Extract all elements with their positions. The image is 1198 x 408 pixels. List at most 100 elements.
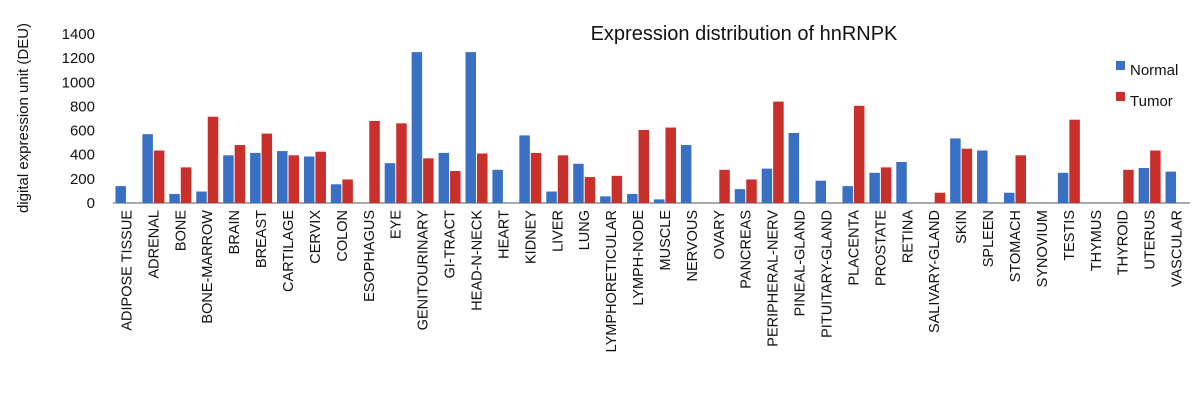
bar-tumor-eye — [396, 123, 407, 203]
x-tick-label: TESTIS — [1062, 210, 1078, 261]
bar-tumor-breast — [261, 133, 273, 203]
y-tick-label: 1000 — [62, 74, 95, 91]
bar-tumor-gi-tract — [450, 171, 461, 203]
bar-tumor-liver — [557, 155, 569, 203]
bar-normal-uterus — [1138, 167, 1150, 203]
bar-tumor-brain — [234, 145, 246, 203]
x-tick-label: PLACENTA — [846, 210, 862, 286]
legend-swatch-normal — [1116, 61, 1125, 70]
x-tick-label: THYMUS — [1089, 210, 1105, 271]
x-tick-label: BONE — [173, 210, 189, 251]
x-tick-label: KIDNEY — [523, 210, 539, 264]
bar-normal-placenta — [842, 186, 853, 203]
bar-tumor-muscle — [665, 127, 676, 203]
x-tick-label: CARTILAGE — [281, 210, 297, 292]
legend: Normal Tumor — [1116, 61, 1178, 110]
x-tick-label: STOMACH — [1008, 210, 1024, 282]
x-tick-label: SALIVARY-GLAND — [927, 210, 943, 333]
x-tick-label: OVARY — [712, 210, 728, 260]
bar-tumor-colon — [342, 179, 353, 203]
bar-tumor-kidney — [530, 152, 542, 203]
bar-normal-genitourinary — [411, 52, 423, 203]
bar-normal-skin — [950, 138, 961, 203]
x-tick-label: EYE — [389, 210, 405, 239]
bar-normal-colon — [330, 184, 342, 203]
y-tick-label: 1200 — [62, 50, 95, 67]
y-tick-label: 400 — [70, 147, 95, 164]
bar-normal-pancreas — [734, 189, 746, 203]
bar-tumor-stomach — [1015, 155, 1026, 203]
x-tick-label: MUSCLE — [658, 210, 674, 271]
bar-tumor-thyroid — [1123, 169, 1134, 203]
bar-normal-vascular — [1165, 171, 1177, 203]
bar-normal-adrenal — [142, 134, 153, 203]
legend-label-tumor: Tumor — [1130, 93, 1173, 110]
bar-tumor-prostate — [880, 167, 892, 203]
x-tick-label: NERVOUS — [685, 210, 701, 281]
y-tick-label: 200 — [70, 171, 95, 188]
bar-normal-prostate — [869, 172, 880, 203]
x-tick-label: RETINA — [900, 210, 916, 264]
x-tick-label: ADIPOSE TISSUE — [119, 210, 135, 331]
bar-tumor-peripheral-nerv — [773, 101, 784, 203]
bar-normal-lymph-node — [627, 193, 638, 203]
bar-normal-stomach — [1003, 192, 1015, 203]
bar-normal-kidney — [519, 135, 530, 203]
y-axis-label: digital expression unit (DEU) — [15, 23, 32, 213]
bar-normal-peripheral-nerv — [761, 168, 773, 203]
bar-tumor-uterus — [1150, 150, 1161, 203]
bar-tumor-genitourinary — [423, 158, 434, 203]
x-tick-label: HEAD-N-NECK — [469, 210, 485, 311]
bar-tumor-salivary-gland — [934, 192, 946, 203]
x-tick-label: GI-TRACT — [443, 210, 459, 279]
bar-normal-heart — [492, 169, 503, 203]
bar-tumor-adrenal — [153, 150, 165, 203]
bar-normal-testis — [1057, 172, 1069, 203]
x-tick-label: LYMPHORETICULAR — [604, 210, 620, 352]
legend-swatch-tumor — [1116, 92, 1125, 101]
bar-normal-brain — [223, 155, 234, 203]
bar-normal-cervix — [303, 156, 315, 203]
y-tick-label: 0 — [87, 195, 95, 212]
x-axis-labels: ADIPOSE TISSUE ADRENAL BONE BONE-MARROW BRAI… — [119, 210, 1185, 353]
bar-normal-pineal-gland — [788, 132, 800, 203]
x-tick-label: LYMPH-NODE — [631, 210, 647, 306]
bar-normal-adipose-tissue — [115, 186, 126, 203]
legend-label-normal: Normal — [1130, 62, 1178, 79]
bar-tumor-bone-marrow — [207, 116, 219, 203]
x-tick-label: THYROID — [1116, 210, 1132, 275]
bar-tumor-lung — [584, 177, 596, 203]
x-tick-label: BREAST — [254, 210, 270, 268]
x-tick-label: HEART — [496, 210, 512, 259]
bar-normal-spleen — [977, 150, 988, 203]
bar-tumor-lymph-node — [638, 129, 650, 203]
x-tick-label: PINEAL-GLAND — [793, 210, 809, 316]
x-tick-label: BRAIN — [227, 210, 243, 254]
bar-tumor-head-n-neck — [476, 153, 488, 203]
x-tick-label: CERVIX — [308, 210, 324, 264]
bar-normal-bone-marrow — [196, 191, 207, 203]
bar-normal-retina — [896, 161, 907, 203]
bar-normal-lung — [573, 163, 584, 203]
y-tick-label: 600 — [70, 123, 95, 140]
bar-tumor-esophagus — [369, 120, 380, 203]
x-tick-label: SKIN — [954, 210, 970, 244]
x-tick-label: COLON — [335, 210, 351, 262]
x-tick-label: VASCULAR — [1170, 210, 1186, 287]
bar-normal-eye — [384, 163, 396, 203]
bar-normal-bone — [169, 193, 180, 203]
bar-tumor-ovary — [719, 169, 730, 203]
bar-tumor-cervix — [315, 151, 326, 203]
bar-normal-cartilage — [277, 151, 288, 203]
bar-normal-lymphoreticular — [600, 196, 611, 203]
bar-normal-pituitary-gland — [815, 180, 827, 203]
x-tick-label: ADRENAL — [146, 210, 162, 279]
bar-tumor-skin — [961, 148, 973, 203]
x-tick-label: GENITOURINARY — [416, 210, 432, 331]
y-tick-label: 800 — [70, 98, 95, 115]
x-tick-label: PITUITARY-GLAND — [820, 210, 836, 338]
x-tick-label: BONE-MARROW — [200, 210, 216, 324]
x-tick-label: SYNOVIUM — [1035, 210, 1051, 287]
bar-tumor-testis — [1069, 119, 1080, 203]
